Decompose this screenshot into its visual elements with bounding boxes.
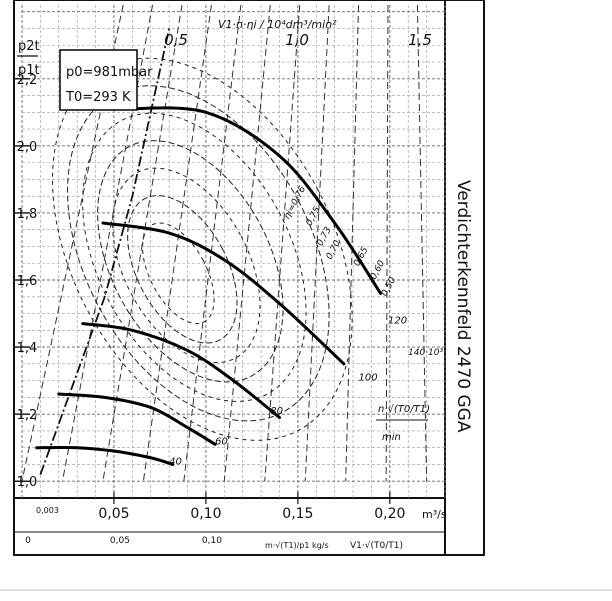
chart-title: Verdichterkennfeld 2470 GGA: [453, 180, 473, 433]
flow-parameter-tick-label: 1,0: [285, 31, 309, 49]
x-tick-label: 0,20: [374, 506, 405, 522]
x-axis-label-volume: V1·√(T0/T1): [350, 540, 403, 551]
speed-line-label: 120: [388, 316, 407, 327]
efficiency-contour: [127, 195, 238, 344]
speed-legend-label: n·√(T0/T1): [378, 404, 430, 415]
flow-parameter-label: V1·n·ηi / 10⁴dm³/min²: [218, 18, 337, 31]
mass-tick-label: 0: [25, 536, 31, 546]
mass-tick-label: 0,10: [202, 536, 222, 546]
x-axis-unit: m³/s: [422, 508, 447, 521]
efficiency-contour: [67, 85, 330, 422]
speed-line-120: [121, 106, 383, 295]
flow-parameter-line: [416, 4, 428, 482]
flow-parameter-line: [102, 4, 183, 482]
flow-parameter-line: [264, 4, 301, 482]
flow-parameter-line: [304, 4, 330, 482]
efficiency-contour: [82, 112, 307, 402]
x-tick-label: 0,10: [190, 506, 221, 522]
speed-legend-unit: min: [382, 432, 401, 443]
y-axis-label-numerator: p2t: [18, 39, 40, 54]
x-tick-label: 0,15: [282, 506, 313, 522]
speed-line-label: 100: [359, 373, 378, 384]
speed-lines: [35, 28, 383, 475]
condition-temperature: T0=293 K: [65, 90, 131, 105]
surge-line: [39, 28, 171, 475]
efficiency-contour: [97, 140, 284, 383]
speed-line-label: 60: [215, 436, 228, 447]
efficiency-contour: [52, 57, 353, 441]
speed-line-100: [101, 221, 346, 366]
y-tick-label: 1,2: [17, 408, 38, 423]
mass-tick-label: 0,05: [110, 536, 130, 546]
y-tick-label: 2,0: [17, 140, 38, 155]
flow-parameter-line: [142, 4, 212, 482]
flow-parameter-line: [223, 4, 271, 482]
flow-parameter-line: [345, 4, 360, 482]
efficiency-contour: [112, 167, 261, 363]
speed-line-label: 40: [169, 456, 182, 467]
y-axis-label-denominator: p1t: [18, 63, 40, 78]
y-tick-label: 1,8: [17, 207, 38, 222]
x-tick-label: 0,05: [98, 506, 129, 522]
conditions-box: [59, 49, 138, 111]
flow-parameter-line: [385, 4, 389, 482]
y-tick-label: 2,2: [17, 73, 38, 88]
y-tick-label: 1,4: [17, 341, 38, 356]
speed-line-40: [35, 445, 175, 466]
condition-pressure: p0=981mbar: [66, 65, 153, 80]
flow-parameter-tick-label: 0,5: [164, 31, 188, 49]
y-tick-label: 1,6: [17, 274, 38, 289]
x-axis-label-mass: m·√(T1)/p1 kg/s: [265, 541, 329, 550]
efficiency-contour: [142, 222, 215, 325]
speed-scale-label: 140·10³: [408, 348, 443, 358]
flow-parameter-line: [183, 4, 242, 482]
y-tick-label: 1,0: [17, 475, 38, 490]
x-origin-label: 0,003: [36, 506, 59, 515]
speed-line-label: 80: [270, 406, 283, 417]
flow-parameter-tick-label: 1,5: [408, 31, 432, 49]
speed-line-80: [81, 322, 281, 420]
speed-line-60: [57, 392, 217, 446]
